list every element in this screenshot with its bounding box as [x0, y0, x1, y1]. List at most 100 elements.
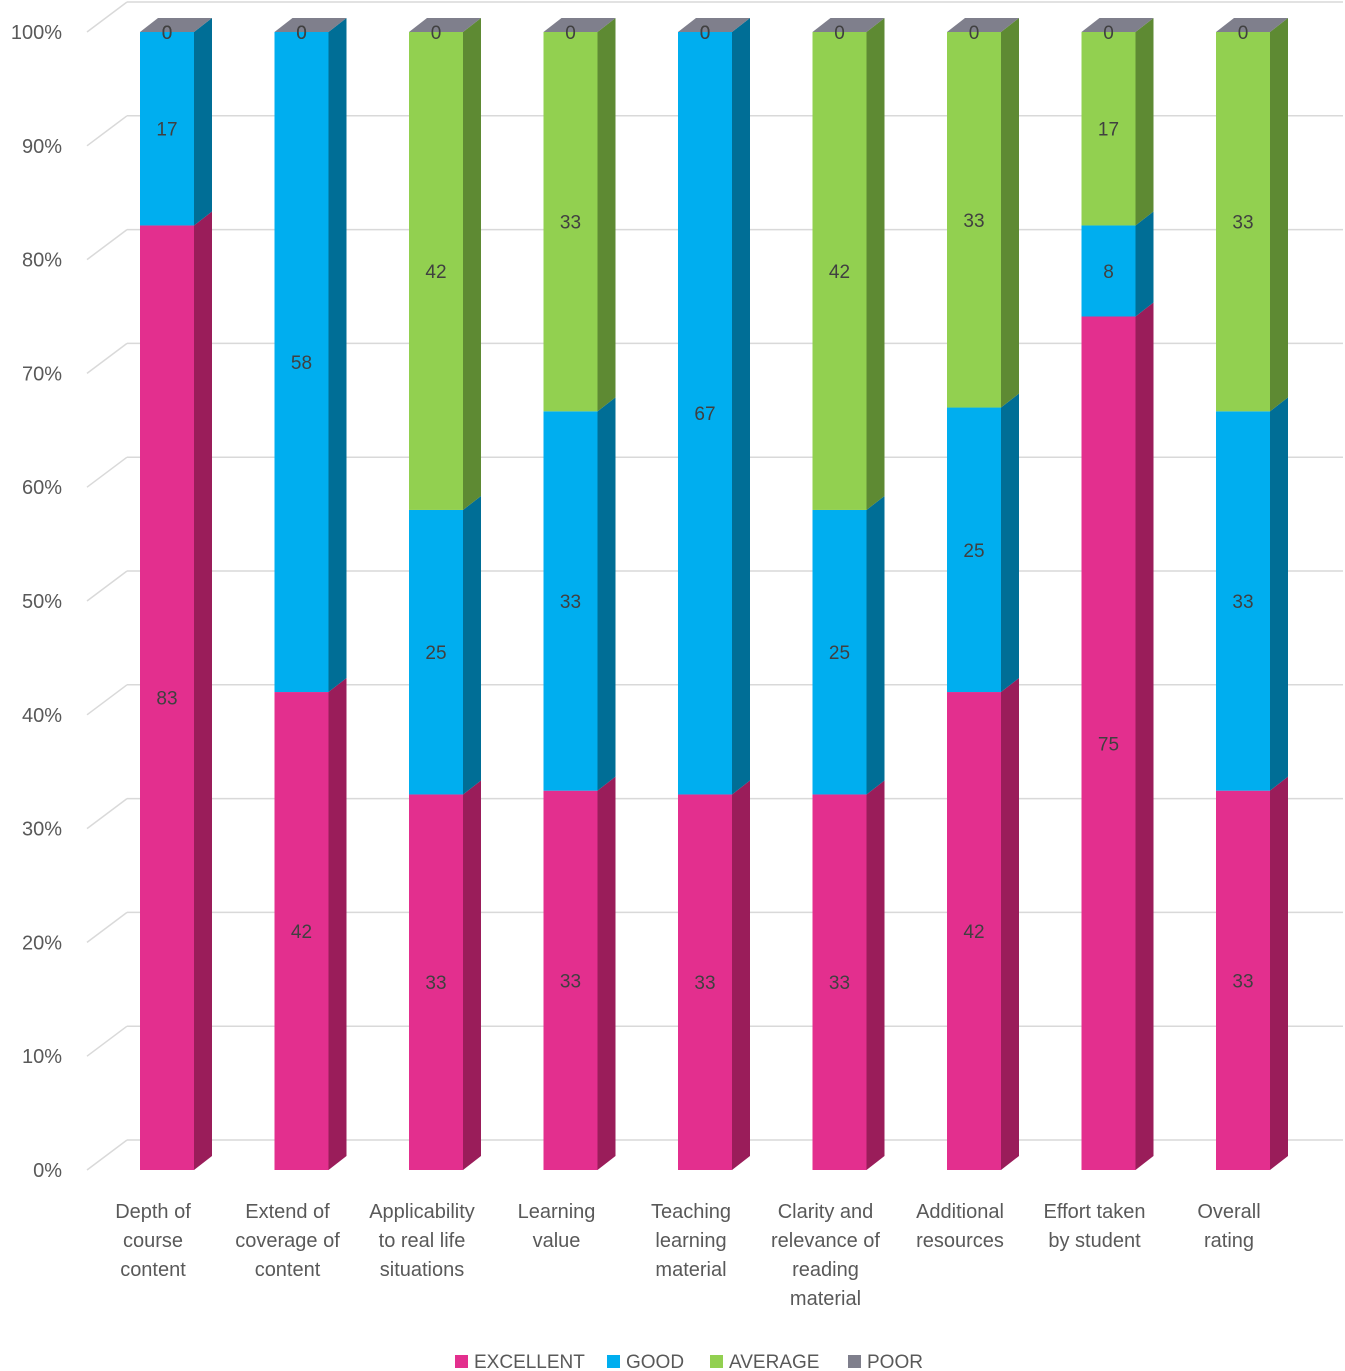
bar-segment-average — [1081, 32, 1136, 226]
data-label: 33 — [963, 211, 984, 232]
bar-segment-average — [409, 32, 463, 510]
data-label: 33 — [694, 973, 715, 994]
bar-segment-good-side — [597, 397, 616, 791]
y-tick-label: 40% — [22, 705, 62, 727]
category-label-line: by student — [1048, 1230, 1141, 1252]
bar-segment-excellent — [409, 794, 463, 1170]
bar-top-cap — [543, 18, 616, 32]
gridline-depth — [86, 1139, 128, 1171]
bar-top-cap — [1216, 18, 1288, 32]
y-tick-label: 30% — [22, 819, 62, 841]
bar-segment-average — [947, 32, 1001, 408]
bar-segment-excellent — [947, 692, 1001, 1170]
y-tick-label: 0% — [33, 1160, 62, 1182]
data-label: 0 — [162, 23, 173, 44]
legend-label: EXCELLENT — [474, 1352, 585, 1371]
category-label: Additional resources — [916, 1201, 1004, 1252]
bar-segment-excellent — [812, 794, 867, 1170]
legend-swatch-excellent — [455, 1355, 468, 1368]
data-label: 0 — [700, 23, 711, 44]
bar-segment-excellent-side — [1001, 678, 1019, 1170]
gridline-depth — [86, 1, 128, 33]
bar-segment-excellent-side — [328, 678, 347, 1170]
bar-segment-good-side — [732, 18, 750, 795]
data-label: 0 — [162, 23, 173, 44]
data-label: 58 — [291, 353, 312, 374]
bar-segment-excellent-side — [1270, 776, 1288, 1170]
category-label: Effort taken by student — [1044, 1201, 1146, 1252]
data-label: 0 — [296, 23, 307, 44]
category-label-line: reading — [792, 1259, 859, 1281]
data-label: 0 — [1103, 23, 1114, 44]
data-label: 17 — [1098, 120, 1119, 141]
data-label: 75 — [1098, 734, 1119, 755]
bar-segment-good — [1216, 411, 1270, 791]
data-label: 42 — [963, 922, 984, 943]
bar-segment-good-side — [463, 495, 481, 795]
bar-segment-good — [274, 32, 329, 693]
category-label-line: material — [655, 1259, 726, 1281]
category-label-line: Effort taken — [1044, 1201, 1146, 1223]
category-label: Depth of course content — [115, 1201, 191, 1281]
bar-segment-good-side — [194, 18, 212, 226]
category-label: Applicability to real life situations — [369, 1201, 475, 1281]
data-labels: 83 17 0 0 42 58 0 0 33 25 42 0 33 33 33 0 33 67 0 0 33 25 42 0 4… — [156, 23, 1253, 994]
category-label-line: rating — [1204, 1230, 1254, 1252]
legend-label: GOOD — [626, 1352, 684, 1371]
data-label: 33 — [1232, 971, 1253, 992]
bar-segment-good-side — [1270, 397, 1288, 791]
bar-segment-good-side — [1001, 393, 1019, 693]
gridline-depth — [86, 229, 128, 261]
bar-segment-good-side — [328, 18, 347, 693]
category-label: Clarity and relevance of reading material — [771, 1201, 880, 1310]
x-axis-category-labels: Depth of course content Extend of coverage o… — [115, 1201, 1260, 1310]
data-label: 0 — [700, 23, 711, 44]
legend-label: POOR — [867, 1352, 923, 1371]
data-label: 33 — [1232, 213, 1253, 234]
bar-segment-excellent — [543, 790, 598, 1170]
data-label: 17 — [156, 120, 177, 141]
bar-segment-good-side — [1135, 211, 1154, 317]
bar-segment-average — [812, 32, 867, 510]
bars — [140, 18, 1288, 1170]
bar-segment-excellent — [274, 692, 329, 1170]
bar-segment-good — [409, 509, 463, 795]
bar-segment-average — [543, 32, 598, 412]
category-label-line: Learning — [518, 1201, 596, 1223]
category-label-line: learning — [655, 1230, 726, 1252]
bar-segment-excellent — [1216, 790, 1270, 1170]
y-tick-label: 80% — [22, 250, 62, 272]
category-label: Teaching learning material — [651, 1201, 731, 1281]
bar-segment-average-side — [1135, 18, 1154, 226]
bar-top-cap — [409, 18, 481, 32]
data-label: 42 — [829, 262, 850, 283]
category-label-line: content — [120, 1259, 186, 1281]
gridline-depth — [86, 570, 128, 602]
bar-segment-excellent-side — [732, 780, 750, 1170]
data-label: 0 — [565, 23, 576, 44]
legend-label: AVERAGE — [729, 1352, 819, 1371]
category-label-line: situations — [380, 1259, 465, 1281]
bar-segment-excellent — [140, 225, 194, 1170]
bar-top-cap — [1081, 18, 1154, 32]
category-label-line: material — [790, 1288, 861, 1310]
gridline-depth — [86, 1025, 128, 1057]
gridline-depth — [86, 684, 128, 716]
bar-segment-good — [1081, 225, 1136, 317]
category-label: Learning value — [518, 1201, 596, 1252]
legend-swatch-average — [710, 1355, 723, 1368]
gridline-depth — [86, 797, 128, 830]
bar-segment-excellent-side — [194, 211, 212, 1170]
category-label-line: coverage of — [235, 1230, 340, 1252]
category-label-line: relevance of — [771, 1230, 880, 1252]
category-label-line: course — [123, 1230, 183, 1252]
data-label: 0 — [834, 23, 845, 44]
category-label-line: to real life — [379, 1230, 466, 1252]
bar-segment-excellent-side — [1135, 302, 1154, 1170]
bar-top-cap — [947, 18, 1019, 32]
legend-swatch-good — [607, 1355, 620, 1368]
data-label: 0 — [969, 23, 980, 44]
category-label-line: Teaching — [651, 1201, 731, 1223]
category-label-line: Overall — [1197, 1201, 1260, 1223]
bar-segment-good — [543, 411, 598, 791]
